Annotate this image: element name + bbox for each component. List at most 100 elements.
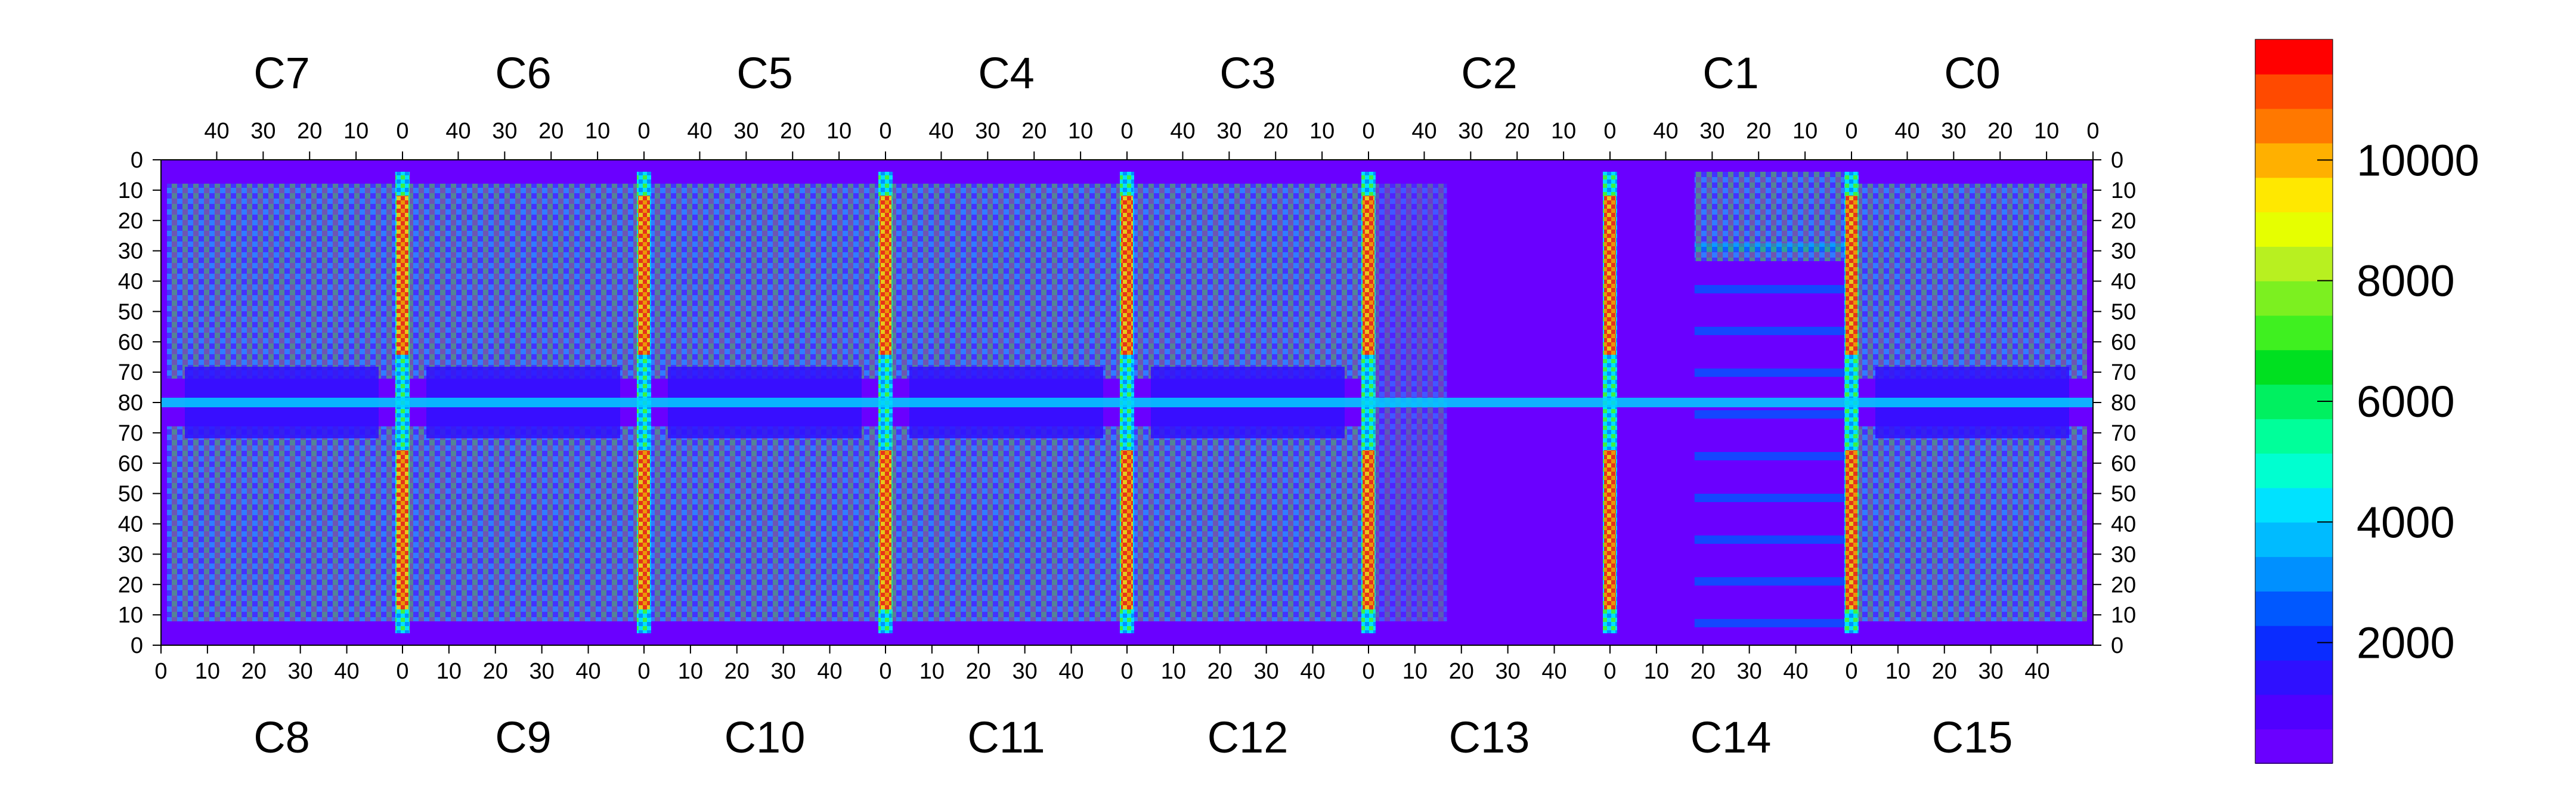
x-tick-label-top: 40 bbox=[1411, 119, 1436, 144]
colorbar-tick-label: 6000 bbox=[2357, 377, 2455, 426]
y-tick-label-right: 40 bbox=[2111, 512, 2136, 537]
x-tick-label-top: 20 bbox=[1746, 119, 1771, 144]
x-tick-label-top: 20 bbox=[538, 119, 564, 144]
x-tick-label-bottom: 0 bbox=[637, 659, 650, 684]
chip-block bbox=[650, 172, 893, 633]
x-tick-label-top: 40 bbox=[928, 119, 953, 144]
hot-column-upper bbox=[397, 196, 408, 355]
chip-label-bottom: C15 bbox=[1932, 713, 2013, 762]
x-tick-label-bottom: 20 bbox=[724, 659, 750, 684]
x-tick-label-top: 0 bbox=[1120, 119, 1133, 144]
hit-stripe bbox=[1694, 535, 1852, 544]
x-tick-label-top: 40 bbox=[687, 119, 712, 144]
colorbar-tick-label: 8000 bbox=[2357, 256, 2455, 306]
colorbar-tick-label: 10000 bbox=[2357, 135, 2479, 185]
x-tick-label-top: 10 bbox=[585, 119, 610, 144]
x-tick-label-top: 20 bbox=[1263, 119, 1288, 144]
colorbar-segment bbox=[2255, 39, 2333, 75]
chip-label-bottom: C12 bbox=[1208, 713, 1289, 762]
y-tick-label-left: 10 bbox=[118, 603, 143, 628]
x-tick-label-bottom: 10 bbox=[436, 659, 462, 684]
chip-label-top: C3 bbox=[1219, 48, 1276, 98]
hit-region-lower bbox=[1133, 426, 1363, 621]
hit-region-lower bbox=[650, 426, 880, 621]
y-tick-label-left: 70 bbox=[118, 421, 143, 446]
x-tick-label-bottom: 40 bbox=[1783, 659, 1808, 684]
hit-stripe bbox=[1694, 452, 1852, 460]
chip-block bbox=[1133, 172, 1376, 633]
heatmap-area bbox=[161, 160, 2093, 645]
chip-block bbox=[1694, 172, 1859, 633]
x-tick-label-top: 0 bbox=[1845, 119, 1857, 144]
x-tick-label-top: 30 bbox=[1699, 119, 1724, 144]
x-tick-label-bottom: 30 bbox=[530, 659, 555, 684]
x-tick-label-bottom: 30 bbox=[288, 659, 313, 684]
colorbar-segment bbox=[2255, 418, 2333, 454]
chip-label-bottom: C10 bbox=[724, 713, 806, 762]
hot-column-upper bbox=[1363, 196, 1374, 355]
x-tick-label-top: 0 bbox=[396, 119, 408, 144]
y-tick-label-right: 10 bbox=[2111, 603, 2136, 628]
x-tick-label-top: 0 bbox=[879, 119, 891, 144]
center-row bbox=[161, 398, 2093, 407]
x-tick-label-top: 20 bbox=[1021, 119, 1046, 144]
hot-column-lower bbox=[880, 450, 891, 609]
chip-label-bottom: C9 bbox=[495, 713, 552, 762]
hot-column-upper bbox=[1121, 196, 1133, 355]
x-tick-label-top: 20 bbox=[780, 119, 805, 144]
x-tick-label-bottom: 0 bbox=[1845, 659, 1857, 684]
x-tick-label-bottom: 0 bbox=[396, 659, 408, 684]
x-tick-label-top: 10 bbox=[1068, 119, 1093, 144]
x-tick-label-bottom: 40 bbox=[1541, 659, 1566, 684]
hot-column-upper bbox=[880, 196, 891, 355]
y-tick-label-right: 50 bbox=[2111, 482, 2136, 507]
x-tick-label-bottom: 10 bbox=[678, 659, 703, 684]
colorbar-segment bbox=[2255, 694, 2333, 730]
x-tick-label-top: 30 bbox=[975, 119, 1000, 144]
x-tick-label-top: 10 bbox=[1551, 119, 1576, 144]
chip-labels: C7 C6 C5 C4 C3 C2 C1 C0 C8 C9 C10 C11 C12 C13 C14 C15 bbox=[253, 48, 2012, 762]
hot-column-lower bbox=[1846, 450, 1857, 609]
x-tick-label-bottom: 0 bbox=[879, 659, 891, 684]
chip-label-bottom: C8 bbox=[253, 713, 310, 762]
y-tick-label-right: 30 bbox=[2111, 542, 2136, 567]
hit-stripe bbox=[1694, 494, 1852, 502]
chip-label-bottom: C13 bbox=[1449, 713, 1530, 762]
hit-region-upper bbox=[1133, 184, 1363, 379]
y-tick-label-right: 50 bbox=[2111, 299, 2136, 324]
y-tick-label-left: 70 bbox=[118, 360, 143, 385]
x-tick-label-bottom: 20 bbox=[1690, 659, 1716, 684]
hot-column-lower bbox=[1363, 450, 1374, 609]
colorbar-segment bbox=[2255, 349, 2333, 385]
colorbar-segment bbox=[2255, 556, 2333, 592]
y-tick-label-right: 60 bbox=[2111, 330, 2136, 355]
x-tick-label-top: 10 bbox=[1309, 119, 1335, 144]
y-tick-label-left: 10 bbox=[118, 178, 143, 203]
x-tick-label-top: 40 bbox=[1894, 119, 1919, 144]
hit-stripe bbox=[1694, 285, 1852, 293]
y-tick-label-right: 60 bbox=[2111, 451, 2136, 476]
x-tick-label-top: 0 bbox=[637, 119, 650, 144]
y-tick-label-right: 70 bbox=[2111, 360, 2136, 385]
x-tick-label-bottom: 40 bbox=[334, 659, 359, 684]
x-tick-label-top: 40 bbox=[1653, 119, 1678, 144]
x-tick-label-top: 0 bbox=[1603, 119, 1616, 144]
y-tick-label-left: 20 bbox=[118, 209, 143, 234]
chip-label-top: C6 bbox=[495, 48, 552, 98]
chip-label-top: C1 bbox=[1702, 48, 1759, 98]
colorbar-segment bbox=[2255, 315, 2333, 351]
axes: 40 30 20 10 0 0 10 20 30 40 40 30 20 10 0 0 10 20 30 40 40 30… bbox=[118, 119, 2137, 684]
colorbar-segment bbox=[2255, 660, 2333, 695]
hot-column-lower bbox=[1121, 450, 1133, 609]
chip-label-top: C0 bbox=[1944, 48, 2001, 98]
hit-region-upper bbox=[408, 184, 638, 379]
x-tick-label-bottom: 30 bbox=[1979, 659, 2004, 684]
x-tick-label-top: 10 bbox=[826, 119, 852, 144]
x-tick-label-bottom: 40 bbox=[2024, 659, 2049, 684]
hot-column-upper bbox=[638, 196, 650, 355]
hit-region-upper bbox=[167, 184, 397, 379]
x-tick-label-bottom: 30 bbox=[1013, 659, 1038, 684]
x-tick-label-bottom: 20 bbox=[1932, 659, 1957, 684]
hit-stripe bbox=[1694, 369, 1852, 377]
x-tick-label-bottom: 40 bbox=[575, 659, 600, 684]
